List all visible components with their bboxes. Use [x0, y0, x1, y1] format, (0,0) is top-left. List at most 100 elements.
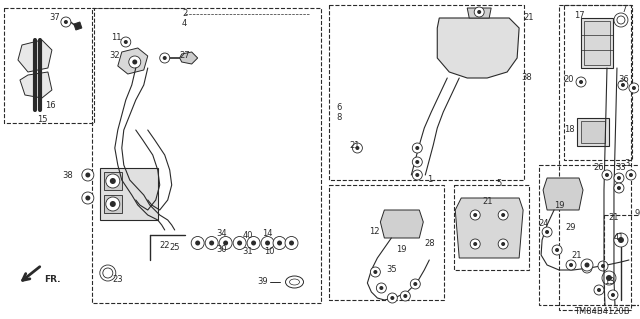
Circle shape [85, 173, 90, 177]
Circle shape [371, 267, 380, 277]
Circle shape [205, 236, 218, 249]
Circle shape [602, 271, 616, 285]
Circle shape [601, 264, 605, 268]
Circle shape [585, 266, 589, 270]
Text: 8: 8 [337, 114, 342, 122]
Text: 15: 15 [36, 115, 47, 124]
Text: 9: 9 [634, 209, 639, 218]
Text: 22: 22 [159, 241, 170, 249]
Circle shape [617, 186, 621, 190]
Text: 34: 34 [216, 228, 227, 238]
Circle shape [576, 77, 586, 87]
Circle shape [545, 230, 549, 234]
Text: TM84B4120B: TM84B4120B [574, 307, 630, 315]
Circle shape [129, 56, 141, 68]
Circle shape [611, 293, 615, 297]
Circle shape [614, 173, 624, 183]
Bar [92, 8, 321, 303]
Circle shape [373, 270, 378, 274]
Circle shape [380, 286, 383, 290]
Text: 21: 21 [572, 250, 582, 259]
Circle shape [355, 146, 360, 150]
Circle shape [415, 173, 419, 177]
Circle shape [581, 259, 593, 271]
Text: 24: 24 [539, 219, 549, 227]
Bar [581, 121, 605, 143]
Bar [584, 21, 610, 65]
Circle shape [110, 178, 116, 184]
Circle shape [569, 263, 573, 267]
Circle shape [106, 197, 120, 211]
Circle shape [403, 294, 407, 298]
Circle shape [566, 260, 576, 270]
Text: 38: 38 [63, 170, 73, 180]
Circle shape [410, 279, 420, 289]
Bar [539, 165, 640, 305]
Circle shape [598, 261, 608, 271]
Circle shape [353, 143, 362, 153]
Text: 20: 20 [564, 76, 574, 85]
Polygon shape [118, 48, 148, 74]
Circle shape [110, 201, 116, 207]
Polygon shape [18, 40, 52, 72]
Ellipse shape [285, 276, 303, 288]
Circle shape [474, 7, 484, 17]
Circle shape [552, 245, 562, 255]
Circle shape [390, 296, 394, 300]
Text: 35: 35 [386, 265, 397, 275]
Circle shape [195, 241, 200, 246]
Text: 23: 23 [113, 276, 123, 285]
Text: 5: 5 [497, 179, 502, 188]
Bar [457, 28, 499, 62]
Polygon shape [180, 52, 198, 64]
Circle shape [415, 160, 419, 164]
Circle shape [82, 192, 94, 204]
Bar [389, 214, 414, 234]
Text: 21: 21 [482, 197, 492, 206]
Text: 25: 25 [170, 242, 180, 251]
Bar [104, 172, 122, 190]
Bar [330, 5, 524, 180]
Circle shape [191, 236, 204, 249]
Bar [581, 18, 613, 68]
Circle shape [233, 236, 246, 249]
Text: 32: 32 [109, 51, 120, 61]
Bar [4, 8, 94, 123]
Circle shape [285, 236, 298, 249]
Text: 7: 7 [621, 5, 627, 14]
Bar [559, 5, 631, 310]
Text: 28: 28 [424, 239, 435, 248]
Circle shape [237, 241, 242, 246]
Circle shape [103, 268, 113, 278]
Circle shape [632, 86, 636, 90]
Circle shape [82, 169, 94, 181]
Circle shape [121, 37, 131, 47]
Circle shape [247, 236, 260, 249]
Text: 3: 3 [624, 159, 630, 167]
Text: 31: 31 [243, 248, 253, 256]
Circle shape [412, 143, 422, 153]
Text: 21: 21 [524, 13, 534, 23]
Circle shape [614, 233, 628, 247]
Text: 39: 39 [257, 278, 268, 286]
Text: 21: 21 [349, 140, 360, 150]
Circle shape [582, 263, 592, 273]
Circle shape [64, 20, 68, 24]
Circle shape [265, 241, 270, 246]
Ellipse shape [289, 279, 300, 285]
Text: 10: 10 [264, 248, 275, 256]
Bar [577, 118, 609, 146]
Text: 21: 21 [609, 213, 620, 222]
Text: 18: 18 [564, 125, 574, 135]
Circle shape [289, 241, 294, 246]
Bar [100, 168, 157, 220]
Circle shape [606, 275, 612, 281]
Circle shape [614, 183, 624, 193]
Circle shape [100, 265, 116, 281]
Circle shape [501, 242, 505, 246]
Text: 30: 30 [216, 246, 227, 255]
Circle shape [470, 210, 480, 220]
Text: 33: 33 [616, 164, 627, 173]
Circle shape [618, 237, 624, 243]
Circle shape [555, 248, 559, 252]
